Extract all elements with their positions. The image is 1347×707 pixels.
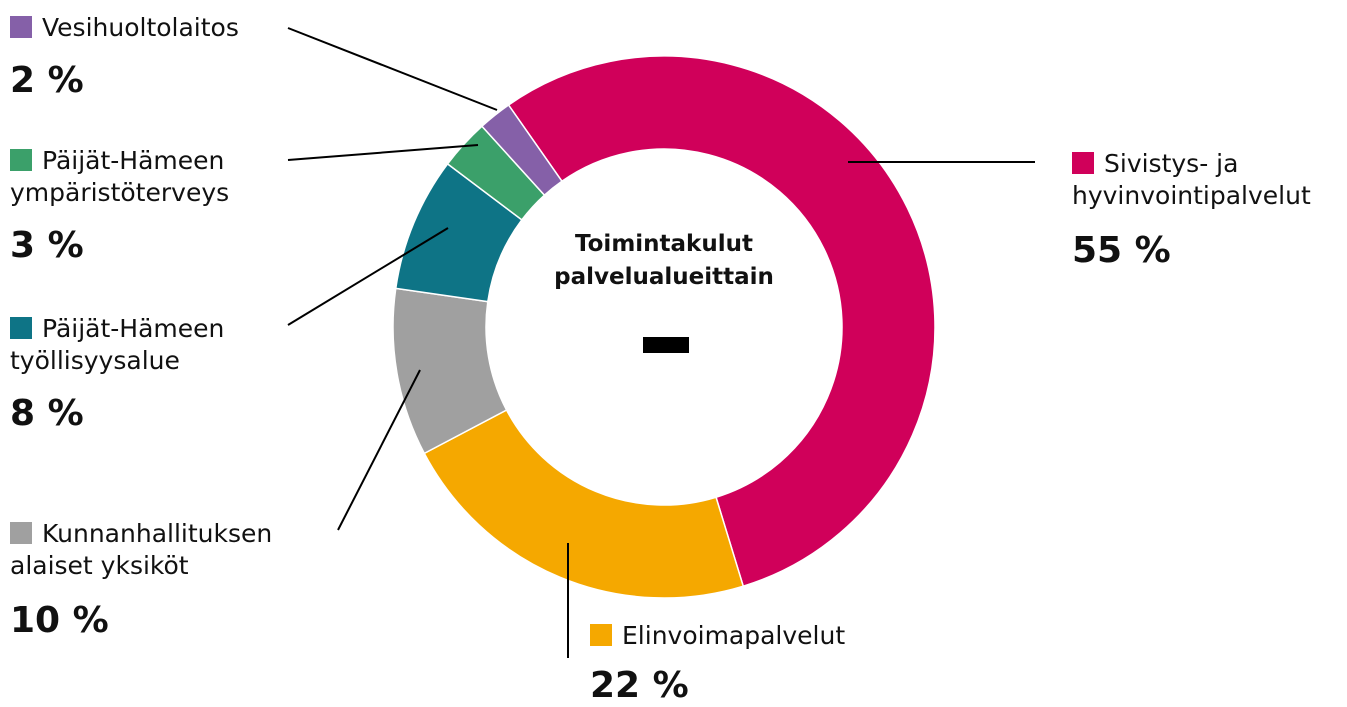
legend-swatch xyxy=(590,624,612,646)
legend-swatch xyxy=(1072,152,1094,174)
legend-entry: Päijät-Hämeen työllisyysalue xyxy=(10,313,290,377)
legend-entry: Sivistys- ja hyvinvointipalvelut xyxy=(1072,148,1342,212)
leader-line xyxy=(287,144,479,161)
chart-title: Toimintakulut palvelualueittain xyxy=(554,231,774,290)
center-dash xyxy=(643,337,689,353)
legend-entry: Elinvoimapalvelut xyxy=(590,620,990,652)
leader-line xyxy=(287,227,449,326)
leader-line xyxy=(337,369,421,531)
legend-entry: Päijät-Hämeen ympäristöterveys xyxy=(10,145,290,209)
data-label: 2 % xyxy=(10,60,84,101)
legend-label: Vesihuoltolaitos xyxy=(42,13,239,42)
legend-label: Päijät-Hämeen ympäristöterveys xyxy=(10,146,230,207)
donut-slice xyxy=(423,409,745,599)
legend-entry: Vesihuoltolaitos xyxy=(10,12,310,44)
legend-label: Päijät-Hämeen työllisyysalue xyxy=(10,314,225,375)
donut-slice xyxy=(480,103,563,197)
legend-label: Sivistys- ja hyvinvointipalvelut xyxy=(1072,149,1311,210)
data-label: 55 % xyxy=(1072,230,1171,271)
legend-label: Kunnanhallituksen alaiset yksiköt xyxy=(10,519,273,580)
leader-lines xyxy=(287,27,1035,658)
leader-line xyxy=(287,27,498,111)
donut-slice xyxy=(507,55,936,588)
data-label: 3 % xyxy=(10,225,84,266)
legend-swatch xyxy=(10,149,32,171)
donut xyxy=(392,55,936,599)
legend-label: Elinvoimapalvelut xyxy=(622,621,846,650)
legend-entry: Kunnanhallituksen alaiset yksiköt xyxy=(10,518,320,582)
data-label: 10 % xyxy=(10,600,109,641)
legend-swatch xyxy=(10,16,32,38)
legend-swatch xyxy=(10,522,32,544)
data-label: 22 % xyxy=(590,665,689,706)
legend-swatch xyxy=(10,317,32,339)
data-label: 8 % xyxy=(10,393,84,434)
